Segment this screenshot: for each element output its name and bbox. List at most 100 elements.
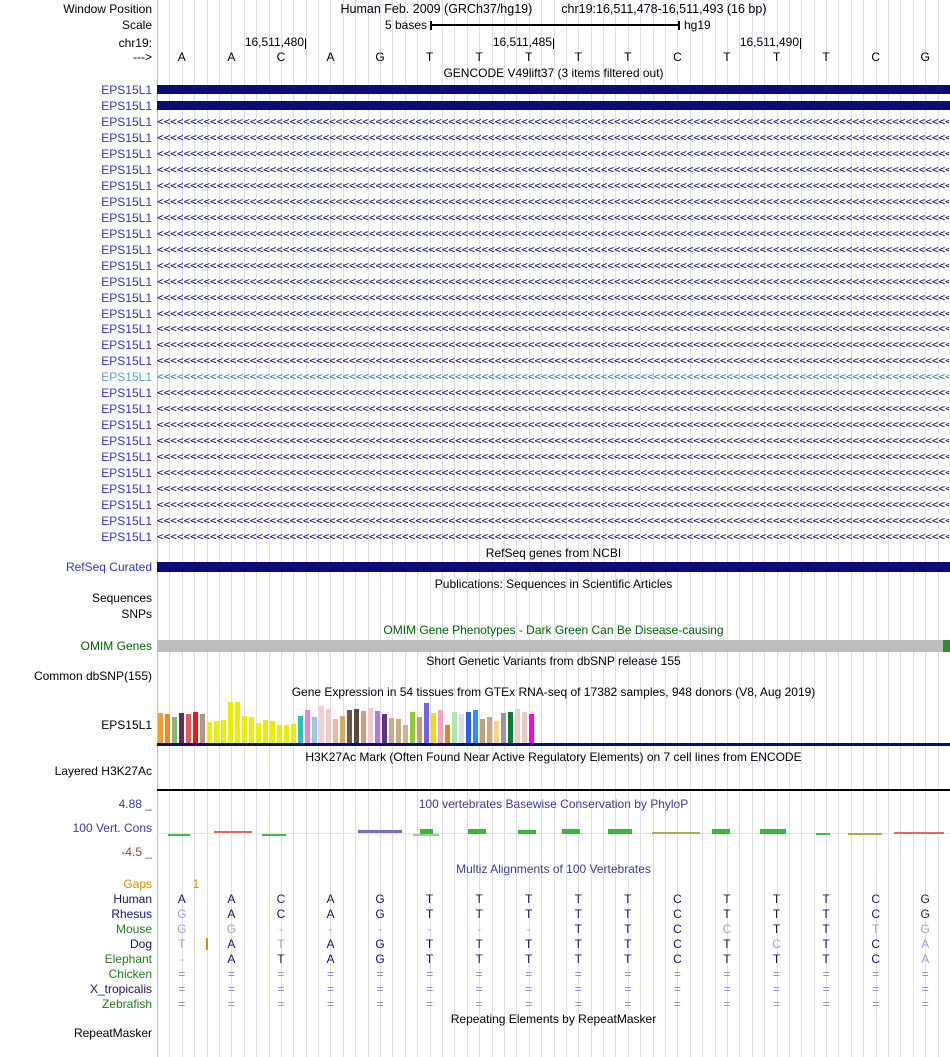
gtex-gene-model-line[interactable] — [157, 743, 950, 746]
repeatmasker-label[interactable]: RepeatMasker — [73, 1026, 152, 1040]
gtex-tissue-bar[interactable] — [249, 717, 254, 743]
gencode-item-intron-arrows[interactable]: <<<<<<<<<<<<<<<<<<<<<<<<<<<<<<<<<<<<<<<<… — [157, 434, 949, 447]
omim-track-header[interactable]: OMIM Gene Phenotypes - Dark Green Can Be… — [383, 623, 724, 637]
gtex-tissue-bar[interactable] — [158, 713, 163, 743]
gtex-tissue-bar[interactable] — [165, 714, 170, 743]
gencode-item-intron-arrows[interactable]: <<<<<<<<<<<<<<<<<<<<<<<<<<<<<<<<<<<<<<<<… — [157, 147, 949, 160]
refseq-curated-item[interactable] — [157, 562, 950, 572]
gtex-tissue-bar[interactable] — [186, 714, 191, 743]
gencode-item-label[interactable]: EPS15L1 — [101, 163, 152, 177]
gtex-tissue-bar[interactable] — [431, 713, 436, 743]
gtex-tissue-bar[interactable] — [242, 716, 247, 743]
phylop-track-header[interactable]: 100 vertebrates Basewise Conservation by… — [418, 797, 689, 811]
gtex-tissue-bar[interactable] — [410, 712, 415, 743]
gtex-tissue-bar[interactable] — [235, 702, 240, 743]
gtex-tissue-bar[interactable] — [375, 711, 380, 743]
gencode-item-intron-arrows[interactable]: <<<<<<<<<<<<<<<<<<<<<<<<<<<<<<<<<<<<<<<<… — [157, 115, 949, 128]
gtex-tissue-bar[interactable] — [501, 713, 506, 743]
gencode-item-exon-bar[interactable] — [157, 101, 950, 110]
gencode-item-intron-arrows[interactable]: <<<<<<<<<<<<<<<<<<<<<<<<<<<<<<<<<<<<<<<<… — [157, 211, 949, 224]
gtex-tissue-bar[interactable] — [256, 723, 261, 743]
gtex-tissue-bar[interactable] — [452, 712, 457, 743]
omim-genes-item-cap[interactable] — [943, 640, 950, 652]
gtex-tissue-bar[interactable] — [494, 721, 499, 743]
gencode-item-intron-arrows[interactable]: <<<<<<<<<<<<<<<<<<<<<<<<<<<<<<<<<<<<<<<<… — [157, 131, 949, 144]
gtex-tissue-bar[interactable] — [529, 714, 534, 743]
gencode-item-intron-arrows[interactable]: <<<<<<<<<<<<<<<<<<<<<<<<<<<<<<<<<<<<<<<<… — [157, 307, 949, 320]
gencode-item-label[interactable]: EPS15L1 — [101, 259, 152, 273]
gencode-item-label[interactable]: EPS15L1 — [101, 147, 152, 161]
gencode-item-label[interactable]: EPS15L1 — [101, 434, 152, 448]
gtex-tissue-bar[interactable] — [361, 711, 366, 743]
gtex-tissue-bar[interactable] — [333, 719, 338, 743]
gencode-item-label[interactable]: EPS15L1 — [101, 482, 152, 496]
gencode-item-exon-bar[interactable] — [157, 85, 950, 94]
gtex-tissue-bar[interactable] — [473, 710, 478, 743]
gencode-track-header[interactable]: GENCODE V49lift37 (3 items filtered out) — [443, 66, 664, 80]
multiz-gaps-label[interactable]: Gaps — [123, 877, 152, 891]
h3k27ac-label[interactable]: Layered H3K27Ac — [54, 764, 152, 778]
gencode-item-label[interactable]: EPS15L1 — [101, 243, 152, 257]
gtex-tissue-bar[interactable] — [172, 717, 177, 743]
gtex-tissue-bar[interactable] — [326, 709, 331, 743]
gencode-item-label[interactable]: EPS15L1 — [101, 179, 152, 193]
sequences-label[interactable]: Sequences — [91, 591, 152, 605]
multiz-species-label[interactable]: Zebrafish — [101, 997, 152, 1011]
gencode-item-label[interactable]: EPS15L1 — [101, 115, 152, 129]
repeatmasker-track-header[interactable]: Repeating Elements by RepeatMasker — [450, 1012, 657, 1026]
gencode-item-intron-arrows[interactable]: <<<<<<<<<<<<<<<<<<<<<<<<<<<<<<<<<<<<<<<<… — [157, 322, 949, 335]
omim-genes-label[interactable]: OMIM Genes — [80, 639, 152, 653]
multiz-species-label[interactable]: Elephant — [104, 952, 152, 966]
gencode-item-label[interactable]: EPS15L1 — [101, 227, 152, 241]
gtex-tissue-bar[interactable] — [221, 720, 226, 743]
gencode-item-label[interactable]: EPS15L1 — [101, 498, 152, 512]
gencode-item-intron-arrows[interactable]: <<<<<<<<<<<<<<<<<<<<<<<<<<<<<<<<<<<<<<<<… — [157, 482, 949, 495]
gtex-tissue-bar[interactable] — [389, 718, 394, 743]
gencode-item-intron-arrows[interactable]: <<<<<<<<<<<<<<<<<<<<<<<<<<<<<<<<<<<<<<<<… — [157, 195, 949, 208]
gtex-tissue-bar[interactable] — [417, 717, 422, 743]
gtex-tissue-bar[interactable] — [193, 712, 198, 743]
gencode-item-intron-arrows[interactable]: <<<<<<<<<<<<<<<<<<<<<<<<<<<<<<<<<<<<<<<<… — [157, 450, 949, 463]
gencode-item-intron-arrows[interactable]: <<<<<<<<<<<<<<<<<<<<<<<<<<<<<<<<<<<<<<<<… — [157, 530, 949, 543]
gtex-tissue-bar[interactable] — [354, 709, 359, 743]
dbsnp-label[interactable]: Common dbSNP(155) — [33, 669, 152, 683]
gencode-item-label[interactable]: EPS15L1 — [101, 338, 152, 352]
gtex-tissue-bar[interactable] — [445, 725, 450, 743]
gencode-item-intron-arrows[interactable]: <<<<<<<<<<<<<<<<<<<<<<<<<<<<<<<<<<<<<<<<… — [157, 179, 949, 192]
gencode-item-label[interactable]: EPS15L1 — [101, 83, 152, 97]
gencode-item-label[interactable]: EPS15L1 — [101, 402, 152, 416]
gtex-tissue-bar[interactable] — [284, 725, 289, 743]
gtex-tissue-bar[interactable] — [298, 716, 303, 743]
gencode-item-label[interactable]: EPS15L1 — [101, 466, 152, 480]
h3k27ac-track-header[interactable]: H3K27Ac Mark (Often Found Near Active Re… — [305, 750, 802, 764]
gencode-item-intron-arrows[interactable]: <<<<<<<<<<<<<<<<<<<<<<<<<<<<<<<<<<<<<<<<… — [157, 354, 949, 367]
gencode-item-label[interactable]: EPS15L1 — [101, 386, 152, 400]
gtex-tissue-bar[interactable] — [382, 714, 387, 743]
gtex-tissue-bar[interactable] — [270, 721, 275, 743]
gencode-item-intron-arrows[interactable]: <<<<<<<<<<<<<<<<<<<<<<<<<<<<<<<<<<<<<<<<… — [157, 402, 949, 415]
multiz-species-label[interactable]: X_tropicalis — [89, 982, 152, 996]
gencode-item-label[interactable]: EPS15L1 — [101, 275, 152, 289]
gencode-item-label[interactable]: EPS15L1 — [101, 99, 152, 113]
gencode-item-label[interactable]: EPS15L1 — [101, 530, 152, 544]
gencode-item-label[interactable]: EPS15L1 — [101, 354, 152, 368]
snps-label[interactable]: SNPs — [121, 607, 152, 621]
gencode-item-intron-arrows[interactable]: <<<<<<<<<<<<<<<<<<<<<<<<<<<<<<<<<<<<<<<<… — [157, 243, 949, 256]
gencode-item-label[interactable]: EPS15L1 — [101, 195, 152, 209]
omim-genes-item[interactable] — [157, 640, 950, 652]
gtex-tissue-bar[interactable] — [214, 721, 219, 743]
gtex-tissue-bar[interactable] — [424, 703, 429, 743]
refseq-curated-label[interactable]: RefSeq Curated — [65, 560, 152, 574]
gencode-item-intron-arrows[interactable]: <<<<<<<<<<<<<<<<<<<<<<<<<<<<<<<<<<<<<<<<… — [157, 386, 949, 399]
gtex-tissue-bar[interactable] — [228, 702, 233, 743]
publications-track-header[interactable]: Publications: Sequences in Scientific Ar… — [434, 577, 673, 591]
gtex-tissue-bar[interactable] — [522, 712, 527, 743]
gencode-item-intron-arrows[interactable]: <<<<<<<<<<<<<<<<<<<<<<<<<<<<<<<<<<<<<<<<… — [157, 227, 949, 240]
multiz-species-label[interactable]: Dog — [129, 937, 152, 951]
refseq-track-header[interactable]: RefSeq genes from NCBI — [485, 546, 622, 560]
gencode-item-intron-arrows[interactable]: <<<<<<<<<<<<<<<<<<<<<<<<<<<<<<<<<<<<<<<<… — [157, 275, 949, 288]
phylop-track-label[interactable]: 100 Vert. Cons — [72, 821, 152, 835]
gtex-tissue-bar[interactable] — [459, 714, 464, 743]
gtex-gene-label[interactable]: EPS15L1 — [101, 718, 152, 732]
gencode-item-label[interactable]: EPS15L1 — [101, 291, 152, 305]
